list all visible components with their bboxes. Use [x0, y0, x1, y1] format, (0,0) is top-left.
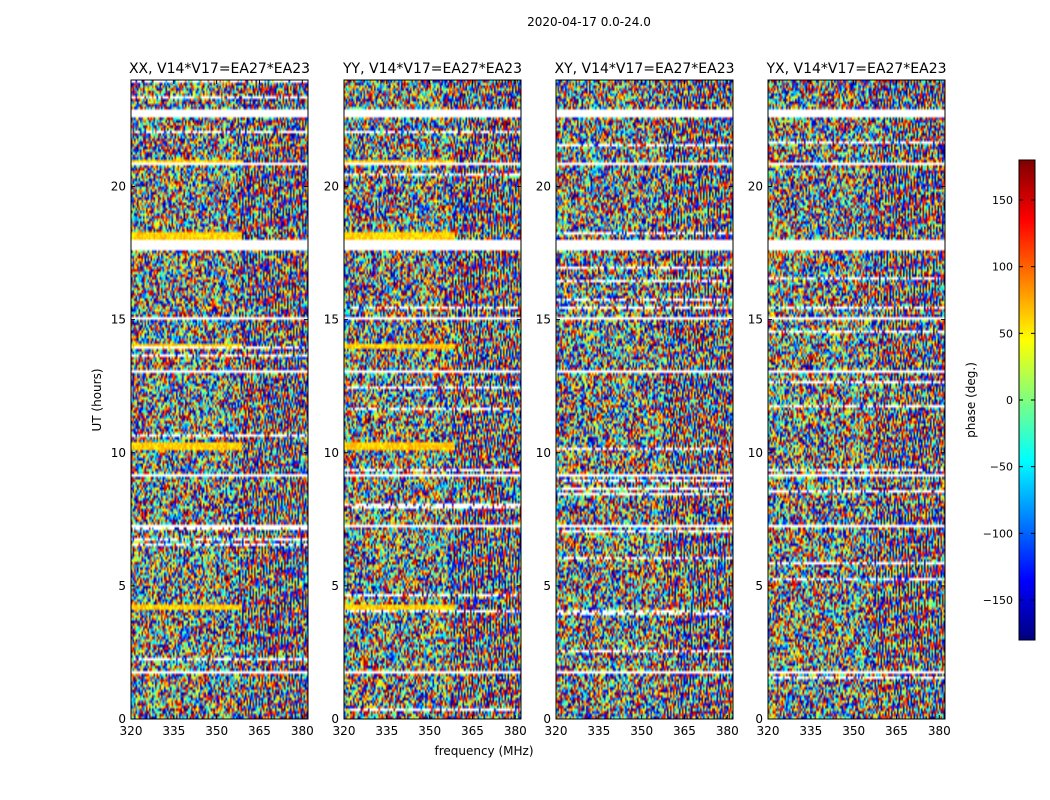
heatmap-image-2	[556, 80, 733, 719]
x-tick-label: 380	[504, 724, 527, 738]
y-tick-label: 5	[543, 579, 551, 593]
panel-frame-1	[343, 79, 522, 720]
x-tick-label: 320	[757, 724, 780, 738]
x-tick-label: 350	[630, 724, 653, 738]
x-tick-label: 335	[162, 724, 185, 738]
colorbar: −150 −100 −50 0 50 100 150 phase (deg.)	[964, 159, 1036, 641]
y-tick-label: 15	[111, 313, 126, 327]
y-tick-label: 15	[324, 313, 339, 327]
panel-frame-3	[767, 79, 946, 720]
panel-title-2: XY, V14*V17=EA27*EA23	[554, 61, 734, 77]
panel-title-0: XX, V14*V17=EA27*EA23	[129, 61, 310, 77]
y-tick-label: 15	[748, 313, 763, 327]
x-tick-label: 335	[799, 724, 822, 738]
panel-2: XY, V14*V17=EA27*EA23 320 335 350 365 380 0 5 10…	[536, 61, 739, 738]
y-tick-label: 10	[748, 446, 763, 460]
x-axis-label: frequency (MHz)	[434, 744, 533, 758]
y-axis-label: UT (hours)	[90, 368, 104, 431]
y-tick-label: 5	[118, 579, 126, 593]
heatmap-image-1	[344, 80, 521, 719]
x-tick-label: 320	[120, 724, 143, 738]
panel-title-1: YY, V14*V17=EA27*EA23	[342, 61, 522, 77]
colorbar-tick-label: −50	[990, 461, 1013, 474]
y-tick-label: 15	[536, 313, 551, 327]
panel-frame-0	[130, 79, 309, 720]
colorbar-ticks: −150 −100 −50 0 50 100 150	[983, 194, 1035, 607]
colorbar-tick-label: −150	[983, 594, 1013, 607]
heatmap-image-3	[768, 80, 945, 719]
x-tick-label: 350	[842, 724, 865, 738]
y-tick-label: 10	[536, 446, 551, 460]
y-tick-label: 5	[755, 579, 763, 593]
x-tick-label: 365	[248, 724, 271, 738]
figure-suptitle: 2020-04-17 0.0-24.0	[527, 15, 651, 29]
x-tick-label: 365	[885, 724, 908, 738]
colorbar-tick-label: 50	[999, 327, 1013, 340]
x-tick-label: 335	[587, 724, 610, 738]
panel-1: YY, V14*V17=EA27*EA23 320 335 350 365 380 0 5 10…	[324, 61, 527, 738]
x-tick-label: 350	[418, 724, 441, 738]
y-tick-label: 20	[111, 180, 126, 194]
panel-0: XX, V14*V17=EA27*EA23 320 335 350 365 380 0 5 10…	[111, 61, 314, 738]
x-tick-label: 380	[291, 724, 314, 738]
x-tick-label: 335	[375, 724, 398, 738]
y-tick-label: 20	[536, 180, 551, 194]
y-tick-label: 20	[748, 180, 763, 194]
x-tick-label: 380	[928, 724, 951, 738]
x-tick-label: 365	[673, 724, 696, 738]
y-tick-label: 20	[324, 180, 339, 194]
y-tick-label: 0	[118, 712, 126, 726]
y-tick-label: 10	[111, 446, 126, 460]
x-tick-label: 320	[545, 724, 568, 738]
colorbar-tick-label: 150	[992, 194, 1013, 207]
x-tick-label: 380	[716, 724, 739, 738]
colorbar-label: phase (deg.)	[964, 362, 978, 438]
colorbar-tick-label: 100	[992, 261, 1013, 274]
x-tick-label: 365	[461, 724, 484, 738]
y-tick-label: 0	[755, 712, 763, 726]
panel-title-3: YX, V14*V17=EA27*EA23	[765, 61, 946, 77]
x-tick-label: 350	[205, 724, 228, 738]
y-tick-label: 0	[543, 712, 551, 726]
panels: XX, V14*V17=EA27*EA23 320 335 350 365 380 0 5 10…	[111, 61, 951, 738]
x-tick-label: 320	[333, 724, 356, 738]
y-tick-label: 0	[331, 712, 339, 726]
colorbar-tick-label: 0	[1006, 394, 1013, 407]
y-tick-label: 5	[331, 579, 339, 593]
heatmap-image-0	[131, 80, 308, 719]
panel-frame-2	[555, 79, 734, 720]
panel-3: YX, V14*V17=EA27*EA23 320 335 350 365 380 0 5 10…	[748, 61, 951, 738]
colorbar-tick-label: −100	[983, 527, 1013, 540]
y-tick-label: 10	[324, 446, 339, 460]
